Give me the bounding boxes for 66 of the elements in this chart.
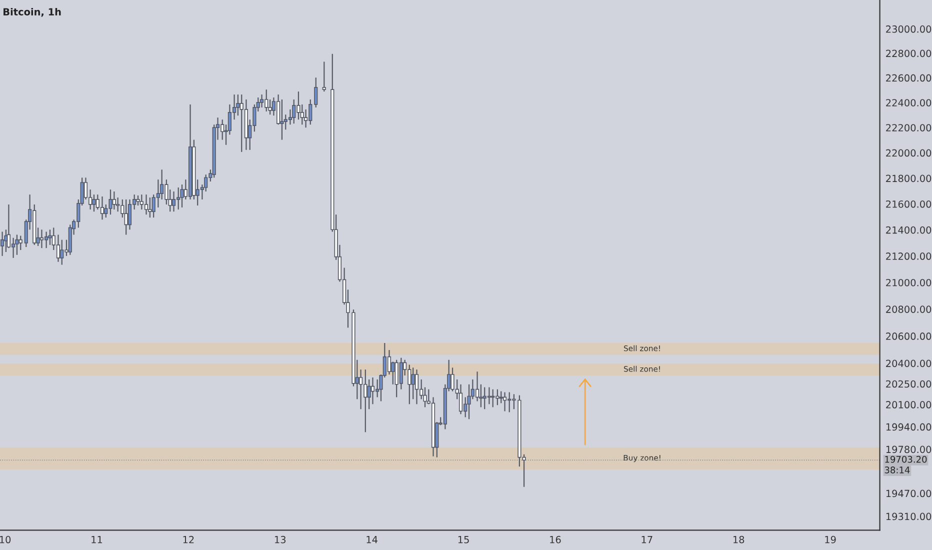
candlestick	[0, 231, 4, 256]
candlestick	[367, 378, 371, 410]
x-tick-label: 17	[642, 536, 652, 544]
y-tick-label: 21400.00	[886, 226, 932, 234]
candlestick	[260, 94, 264, 108]
y-tick-label: 21000.00	[886, 278, 932, 286]
x-tick-label: 13	[275, 536, 286, 544]
candlestick	[40, 229, 44, 249]
candlestick	[322, 61, 326, 92]
y-tick-label: 21800.00	[886, 174, 932, 182]
text: 38:14	[884, 466, 910, 474]
candlestick	[411, 367, 415, 400]
y-tick-label: 19470.00	[886, 490, 932, 498]
candlestick	[467, 384, 471, 420]
candlestick	[502, 392, 507, 412]
y-tick-label: 22600.00	[886, 74, 932, 82]
candlestick	[15, 234, 19, 256]
candlestick	[487, 386, 491, 405]
y-tick-label: 20100.00	[886, 401, 932, 408]
y-tick-label: 23000.00	[886, 25, 932, 33]
y-tick-label: 19310.00	[886, 512, 932, 520]
y-tick-label: 22200.00	[886, 124, 932, 132]
x-tick-label: 12	[183, 536, 194, 544]
y-tick-label: 20400.00	[886, 360, 932, 368]
y-tick-label: 22000.00	[886, 149, 932, 157]
y-tick-label: 21200.00	[886, 252, 932, 260]
candlestick	[370, 376, 375, 405]
y-tick-label: 20250.00	[886, 380, 932, 388]
y-tick-label: 20600.00	[886, 332, 932, 340]
candlestick	[124, 198, 128, 236]
candlestick	[48, 229, 52, 246]
candlestick	[6, 204, 11, 249]
candlestick	[18, 235, 22, 251]
candlestick	[92, 194, 96, 212]
x-tick-label: 18	[733, 536, 744, 544]
candlestick	[148, 196, 152, 218]
x-tick-label: 19	[825, 536, 836, 544]
candlestick	[112, 190, 116, 210]
candlestick	[491, 388, 495, 408]
y-tick-label: 20800.00	[886, 306, 932, 313]
candlestick	[172, 190, 176, 212]
candlestick	[458, 384, 463, 415]
y-tick-label: 22800.00	[886, 50, 932, 58]
y-tick-label: 19780.00	[886, 446, 932, 454]
y-tick-label: 22400.00	[886, 99, 932, 106]
x-tick-label: 15	[458, 536, 469, 544]
text: Bitcoin, 1h	[4, 8, 61, 17]
x-tick-label: 14	[366, 536, 378, 544]
candlestick	[100, 196, 104, 220]
candlestick	[414, 369, 419, 405]
candlestick	[136, 194, 140, 206]
candlestick	[56, 234, 60, 262]
x-tick-label: 16	[550, 536, 561, 544]
candlestick	[236, 94, 240, 116]
x-tick-label: 10	[0, 536, 11, 544]
candlestick	[180, 184, 184, 208]
candlestick	[499, 390, 503, 404]
y-tick-label: 21600.00	[886, 200, 932, 208]
candlestick	[399, 357, 403, 390]
ref-line-label: 19703.20	[885, 456, 927, 463]
candlestick	[280, 98, 284, 140]
candlestick	[128, 198, 132, 230]
candlestick	[144, 194, 148, 216]
candlestick	[314, 77, 318, 108]
x-tick-label: 11	[92, 536, 102, 544]
y-tick-label: 19940.00	[886, 423, 932, 431]
